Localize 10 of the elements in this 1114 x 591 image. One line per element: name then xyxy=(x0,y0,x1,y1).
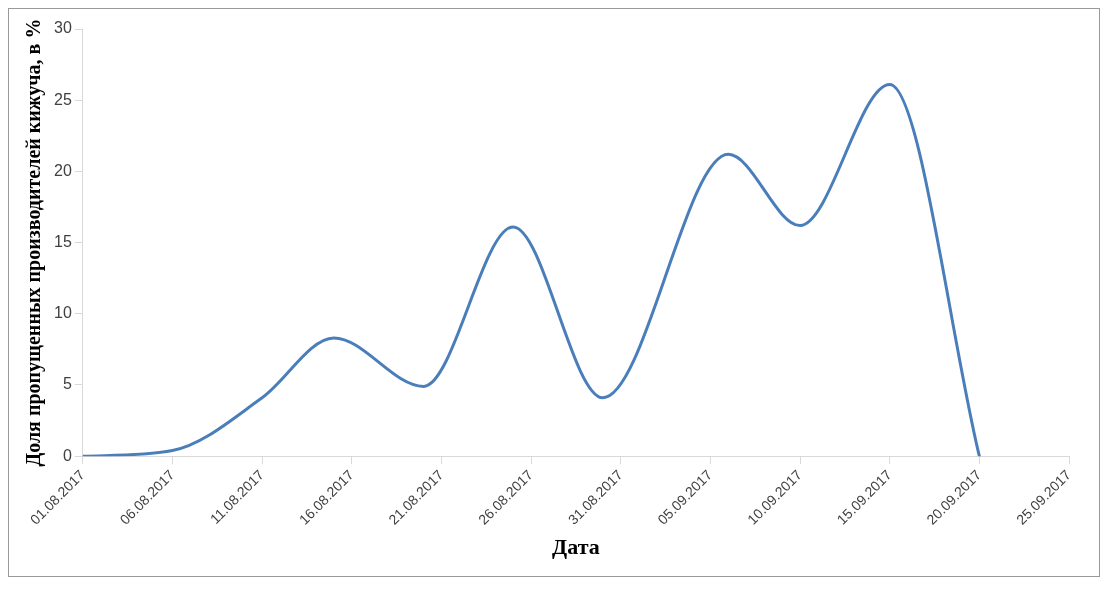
y-tick-label: 25 xyxy=(54,90,72,108)
y-tick-label: 0 xyxy=(62,446,72,464)
x-axis-title: Дата xyxy=(552,534,600,560)
line-series xyxy=(82,83,981,457)
y-tick-label: 20 xyxy=(54,161,72,179)
y-tick-label: 5 xyxy=(62,375,72,393)
y-axis-title: Доля пропущенных производителей кижуча, в % xyxy=(22,18,46,467)
y-tick-label: 15 xyxy=(54,232,72,250)
y-tick-label: 30 xyxy=(54,19,72,37)
y-tick-label: 10 xyxy=(54,304,72,322)
